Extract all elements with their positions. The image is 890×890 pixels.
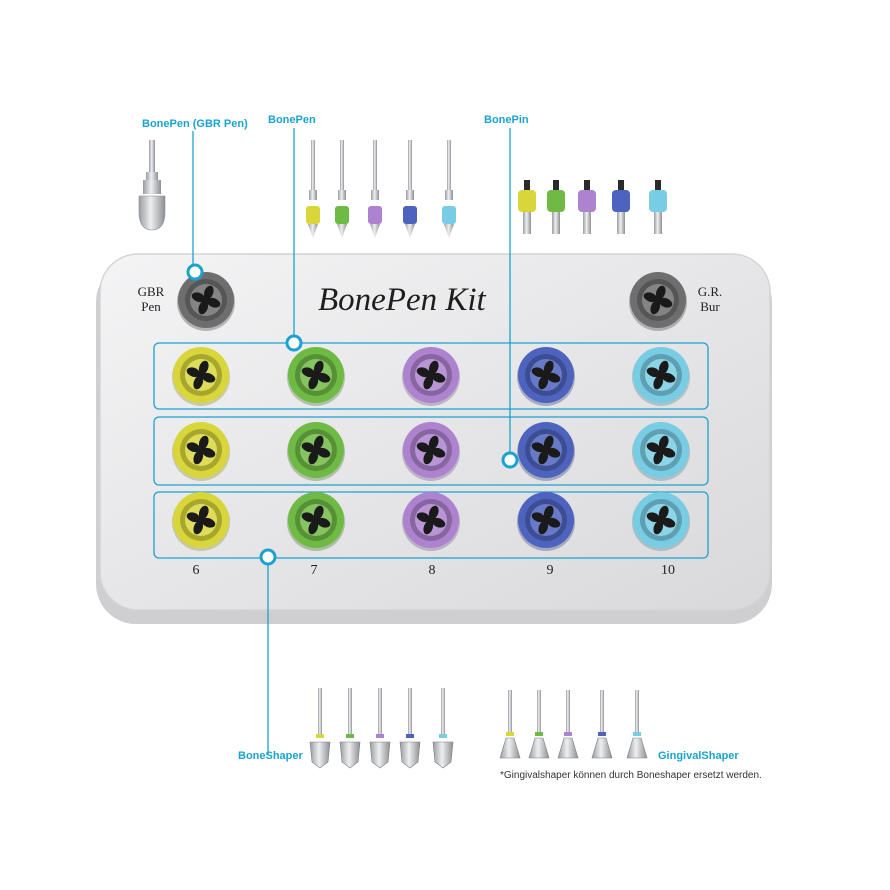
- socket-color-5: [632, 422, 690, 481]
- column-number: 7: [310, 563, 318, 578]
- column-number: 8: [428, 563, 436, 578]
- callout-dot-boneshaper: [259, 548, 277, 566]
- boneshaper-instrument: [309, 688, 331, 769]
- callout-dot-bonepen: [285, 334, 303, 352]
- socket-color-1: [172, 422, 230, 481]
- bonepin-instrument: [547, 180, 565, 234]
- socket-gbr-pen: [177, 272, 235, 331]
- gbr-pen-instrument: [138, 140, 166, 231]
- socket-color-4: [517, 492, 575, 551]
- socket-color-5: [632, 492, 690, 551]
- boneshaper-instrument: [339, 688, 361, 769]
- callout-lines: [192, 128, 511, 755]
- bonepin-instrument: [578, 180, 596, 234]
- callout-label-boneshaper: BoneShaper: [238, 750, 303, 762]
- gingivalshaper-instrument: [499, 690, 521, 759]
- gingivalshaper-instrument: [626, 690, 648, 759]
- socket-color-1: [172, 347, 230, 406]
- gingivalshaper-instruments: [499, 690, 648, 759]
- callout-label-gingivalshaper: GingivalShaper: [658, 750, 739, 762]
- boneshaper-instrument: [399, 688, 421, 769]
- bonepen-instruments: [306, 140, 456, 238]
- socket-color-3: [402, 422, 460, 481]
- gingivalshaper-instrument: [591, 690, 613, 759]
- gingivalshaper-instrument: [528, 690, 550, 759]
- boneshaper-instrument: [432, 688, 454, 769]
- kit-title: BonePen Kit: [318, 282, 486, 318]
- callout-label-bonepen: BonePen: [268, 114, 316, 126]
- bonepen-instrument: [442, 140, 456, 238]
- callout-dots: [186, 263, 519, 566]
- row-frame-1: [153, 342, 709, 410]
- callout-dot-gbr: [186, 263, 204, 281]
- socket-color-1: [172, 492, 230, 551]
- callout-label-gbr-pen: BonePen (GBR Pen): [142, 118, 248, 130]
- boneshaper-instrument: [369, 688, 391, 769]
- bonepin-instruments: [518, 180, 667, 234]
- gingivalshaper-instrument: [557, 690, 579, 759]
- gr-bur-slot-label: G.R. Bur: [697, 284, 723, 314]
- column-number: 6: [192, 563, 200, 578]
- socket-color-2: [287, 347, 345, 406]
- bonepen-instrument: [368, 140, 382, 238]
- gbr-pen-slot-label: GBR Pen: [137, 284, 165, 314]
- bonepin-instrument: [649, 180, 667, 234]
- row-frame-2: [153, 416, 709, 486]
- socket-gr-bur: [629, 272, 687, 331]
- socket-color-4: [517, 422, 575, 481]
- row-frames: [153, 342, 709, 559]
- socket-color-5: [632, 347, 690, 406]
- socket-color-3: [402, 347, 460, 406]
- bonepen-instrument: [306, 140, 320, 238]
- callout-dot-bonepin: [501, 451, 519, 469]
- bonepen-instrument: [335, 140, 349, 238]
- socket-grid: [172, 272, 690, 551]
- socket-color-3: [402, 492, 460, 551]
- socket-color-2: [287, 422, 345, 481]
- bonepen-instrument: [403, 140, 417, 238]
- bonepin-instrument: [612, 180, 630, 234]
- socket-color-4: [517, 347, 575, 406]
- bonepin-instrument: [518, 180, 536, 234]
- substitution-note: *Gingivalshaper können durch Boneshaper …: [500, 770, 762, 781]
- callout-label-bonepin: BonePin: [484, 114, 529, 126]
- column-number: 9: [546, 563, 554, 578]
- column-number: 10: [661, 563, 675, 578]
- socket-color-2: [287, 492, 345, 551]
- boneshaper-instruments: [309, 688, 454, 769]
